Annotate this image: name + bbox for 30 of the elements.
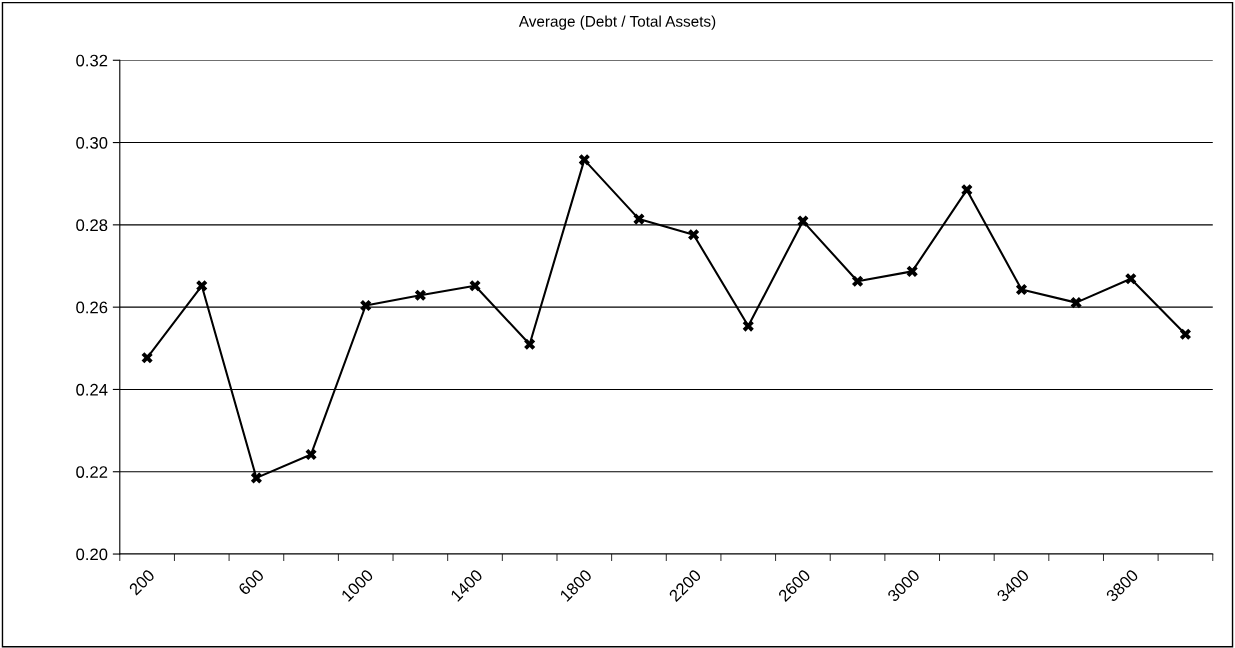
x-tick-label: 200 bbox=[128, 568, 156, 596]
y-tick-label: 0.20 bbox=[76, 548, 108, 561]
y-tick-label: 0.32 bbox=[76, 54, 108, 67]
y-tick-label: 0.24 bbox=[76, 383, 108, 396]
y-tick-label: 0.26 bbox=[76, 301, 108, 314]
point bbox=[305, 448, 317, 461]
point bbox=[961, 184, 973, 196]
y-tick-label: 0.28 bbox=[76, 219, 108, 232]
point bbox=[1015, 283, 1028, 296]
point bbox=[141, 352, 153, 364]
point bbox=[1179, 328, 1191, 340]
point bbox=[578, 154, 590, 166]
point bbox=[469, 280, 481, 292]
point bbox=[414, 289, 426, 301]
point bbox=[360, 299, 372, 312]
point bbox=[524, 338, 536, 350]
point bbox=[742, 320, 754, 332]
x-tick-label: 600 bbox=[237, 568, 265, 596]
point bbox=[1070, 297, 1082, 309]
point bbox=[633, 213, 645, 225]
point bbox=[852, 275, 864, 287]
y-tick-label: 0.22 bbox=[76, 466, 108, 478]
point bbox=[797, 215, 809, 227]
point bbox=[250, 472, 262, 484]
point bbox=[906, 265, 918, 277]
point bbox=[688, 229, 700, 241]
point bbox=[196, 280, 208, 292]
point bbox=[1125, 273, 1137, 285]
chart-title: Average (Debt / Total Assets) bbox=[518, 15, 716, 30]
y-tick-label: 0.30 bbox=[76, 136, 108, 149]
